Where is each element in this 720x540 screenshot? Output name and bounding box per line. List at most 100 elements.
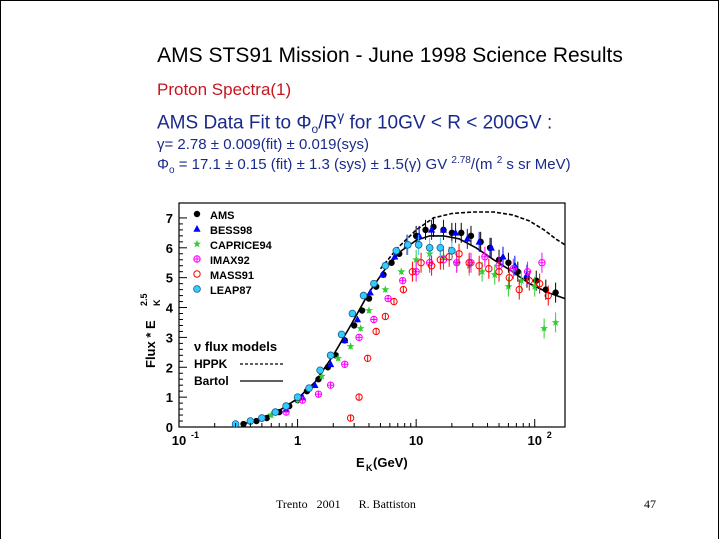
- legend-marker-mass91: [193, 270, 201, 278]
- data-point-ams-shape: [505, 259, 512, 266]
- data-point-caprice94-shape: [517, 276, 526, 285]
- fit-line-sub: o: [311, 122, 319, 137]
- y-tick-label: 2: [166, 360, 173, 375]
- phi-result: Φo = 17.1 ± 0.15 (fit) ± 1.3 (sys) ± 1.5…: [157, 155, 571, 176]
- data-point-leap87: [381, 261, 390, 270]
- data-point-leap87-shape: [337, 330, 346, 339]
- legend-label-bartol: Bartol: [194, 374, 229, 388]
- data-point-caprice94-shape: [365, 306, 373, 314]
- data-point-leap87-shape: [348, 309, 357, 318]
- data-point-ams-shape: [358, 307, 366, 314]
- phi-line-prefix: Φ: [157, 156, 169, 173]
- data-point-leap87-shape: [305, 384, 313, 392]
- x-tick-exponent: 2: [547, 430, 552, 440]
- data-point-ams: [458, 229, 465, 237]
- data-point-imax92: [538, 259, 546, 267]
- data-point-ams-shape: [240, 420, 247, 428]
- data-point-imax92: [481, 253, 489, 261]
- y-tick-label: 4: [166, 301, 174, 316]
- data-point-mass91: [372, 327, 380, 336]
- data-point-mass91-shape: [485, 265, 493, 273]
- data-point-ams-shape: [350, 322, 358, 329]
- data-point-leap87: [392, 246, 401, 255]
- data-point-caprice94: [346, 342, 355, 350]
- data-point-ams-shape: [467, 232, 475, 240]
- data-point-caprice94-shape: [540, 324, 549, 332]
- data-point-imax92: [341, 360, 349, 368]
- data-point-leap87-shape: [436, 244, 445, 252]
- data-point-leap87: [359, 291, 368, 300]
- data-point-leap87: [425, 244, 434, 252]
- data-point-leap87: [348, 309, 357, 318]
- legend-marker-bess98: [193, 225, 201, 232]
- data-point-bess98-shape: [428, 225, 436, 233]
- data-point-mass91-shape: [515, 285, 523, 294]
- x-tick-label: 10: [409, 433, 423, 448]
- data-point-leap87-shape: [381, 261, 390, 270]
- data-point-leap87-shape: [258, 414, 266, 422]
- data-point-bess98-shape: [463, 234, 471, 242]
- data-point-leap87-shape: [359, 291, 368, 300]
- phi-line-sup: 2.78: [451, 155, 471, 166]
- data-point-mass91: [427, 262, 436, 270]
- data-point-caprice94-shape: [334, 354, 343, 362]
- data-point-leap87-shape: [425, 244, 434, 252]
- slide-subtitle: Proton Spectra(1): [157, 80, 292, 99]
- legend-marker-imax92: [193, 255, 201, 263]
- data-point-bess98-shape: [353, 315, 362, 323]
- data-point-mass91: [535, 279, 544, 288]
- x-tick-label: 1: [294, 433, 301, 448]
- legend-marker-ams: [193, 210, 201, 218]
- x-axis-label-sub: K: [366, 463, 373, 473]
- footer-event-author: Trento 2001 R. Battiston: [276, 497, 416, 511]
- data-point-mass91-shape: [455, 250, 463, 258]
- data-point-mass91-shape: [355, 393, 363, 401]
- data-point-mass91: [455, 250, 463, 258]
- data-point-caprice94: [397, 267, 406, 276]
- data-point-caprice94-shape: [551, 318, 560, 326]
- data-point-mass91-shape: [346, 414, 355, 422]
- data-point-leap87: [326, 351, 335, 360]
- data-point-ams-shape: [552, 289, 559, 296]
- data-point-bess98-shape: [327, 360, 335, 368]
- data-point-bess98-shape: [487, 243, 495, 251]
- data-point-leap87-shape: [370, 279, 378, 288]
- y-axis-label-sup: 2.5: [139, 293, 149, 306]
- data-point-bess98-shape: [341, 336, 349, 344]
- data-point-caprice94-shape: [317, 372, 326, 380]
- y-axis-label-sub: K: [152, 299, 162, 306]
- gamma-result: γ= 2.78 ± 0.009(fit) ± 0.019(sys): [157, 136, 369, 153]
- y-tick-label: 1: [166, 390, 173, 405]
- data-point-mass91-shape: [535, 279, 544, 288]
- data-point-caprice94: [356, 324, 365, 332]
- data-point-bess98-shape: [391, 252, 399, 260]
- data-point-mass91-shape: [427, 262, 436, 270]
- data-point-imax92: [384, 294, 392, 303]
- legend-marker-bess98-shape: [193, 225, 201, 232]
- data-point-ams: [240, 420, 247, 428]
- data-point-mass91: [475, 262, 483, 270]
- data-point-imax92: [398, 276, 407, 285]
- data-point-leap87: [293, 393, 302, 401]
- legend-label-imax92: IMAX92: [210, 255, 250, 267]
- data-point-ams: [514, 268, 522, 275]
- data-point-leap87: [436, 244, 445, 252]
- data-point-mass91-shape: [417, 259, 425, 267]
- data-point-caprice94-shape: [267, 410, 276, 419]
- data-point-caprice94-shape: [530, 282, 539, 290]
- data-point-bess98-shape: [499, 252, 507, 260]
- phi-line-unit-end: s sr MeV): [502, 156, 571, 173]
- data-point-leap87-shape: [282, 402, 290, 410]
- data-point-mass91: [363, 354, 372, 363]
- data-point-ams: [542, 286, 550, 293]
- data-point-mass91-shape: [445, 253, 453, 261]
- y-tick-label: 3: [166, 330, 173, 345]
- y-tick-label: 5: [166, 271, 173, 286]
- data-point-bess98: [353, 315, 362, 323]
- x-tick-label: 10: [527, 433, 541, 448]
- legend-label-leap87: LEAP87: [210, 285, 252, 297]
- data-point-leap87-shape: [326, 351, 335, 360]
- data-point-leap87: [271, 408, 280, 416]
- data-point-mass91: [485, 265, 493, 273]
- data-point-mass91: [408, 267, 417, 276]
